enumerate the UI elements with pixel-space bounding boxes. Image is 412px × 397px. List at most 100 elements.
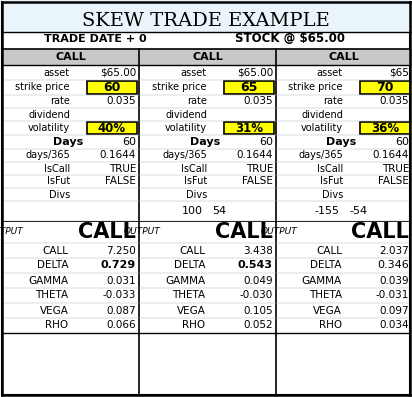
Text: CALL: CALL	[78, 222, 136, 242]
Text: 0.543: 0.543	[238, 260, 273, 270]
Text: 0.097: 0.097	[379, 306, 409, 316]
Text: 0.1644: 0.1644	[100, 150, 136, 160]
Text: rate: rate	[50, 96, 70, 106]
Text: strike price: strike price	[16, 83, 70, 93]
Text: 54: 54	[213, 206, 227, 216]
Text: days/365: days/365	[298, 150, 343, 160]
Bar	[87, 122, 137, 134]
Text: FALSE: FALSE	[378, 177, 409, 187]
Text: CALL: CALL	[351, 222, 409, 242]
Text: Days: Days	[326, 137, 356, 147]
Text: OUTPUT: OUTPUT	[260, 227, 297, 237]
Text: rate: rate	[323, 96, 343, 106]
Text: IsCall: IsCall	[44, 164, 70, 173]
Text: 60: 60	[395, 137, 409, 147]
Text: 0.052: 0.052	[243, 320, 273, 330]
Text: VEGA: VEGA	[177, 306, 206, 316]
Text: RHO: RHO	[45, 320, 68, 330]
Text: GAMMA: GAMMA	[165, 276, 206, 285]
Text: IsCall: IsCall	[317, 164, 343, 173]
Text: CALL: CALL	[42, 245, 68, 256]
Text: 0.039: 0.039	[379, 276, 409, 285]
Text: VEGA: VEGA	[313, 306, 342, 316]
Text: asset: asset	[317, 67, 343, 77]
Bar	[2, 0, 410, 32]
Text: dividend: dividend	[301, 110, 343, 119]
Text: 0.031: 0.031	[106, 276, 136, 285]
Bar	[139, 49, 276, 65]
Text: DELTA: DELTA	[37, 260, 68, 270]
Text: -0.033: -0.033	[103, 291, 136, 301]
Text: 36%: 36%	[371, 121, 399, 135]
Text: OUTPUT: OUTPUT	[0, 227, 23, 237]
Text: volatility: volatility	[165, 123, 207, 133]
Text: STOCK @ $65.00: STOCK @ $65.00	[235, 33, 345, 46]
Text: IsFut: IsFut	[320, 177, 343, 187]
Text: 0.035: 0.035	[243, 96, 273, 106]
Text: THETA: THETA	[172, 291, 206, 301]
Text: 0.066: 0.066	[106, 320, 136, 330]
Text: OUTPUT: OUTPUT	[123, 227, 160, 237]
Bar	[2, 49, 139, 65]
Text: 31%: 31%	[235, 121, 263, 135]
Bar	[360, 81, 410, 94]
Text: 65: 65	[240, 81, 258, 94]
Text: 0.035: 0.035	[379, 96, 409, 106]
Text: 2.037: 2.037	[379, 245, 409, 256]
Text: IsCall: IsCall	[181, 164, 207, 173]
Text: CALL: CALL	[192, 52, 223, 62]
Text: CALL: CALL	[55, 52, 86, 62]
Text: Divs: Divs	[49, 189, 70, 200]
Text: IsFut: IsFut	[47, 177, 70, 187]
Text: 60: 60	[259, 137, 273, 147]
Text: 0.035: 0.035	[106, 96, 136, 106]
Text: 0.034: 0.034	[379, 320, 409, 330]
Text: GAMMA: GAMMA	[28, 276, 68, 285]
Text: CALL: CALL	[215, 222, 273, 242]
Bar	[87, 81, 137, 94]
Text: Days: Days	[53, 137, 83, 147]
Text: -0.031: -0.031	[376, 291, 409, 301]
Text: days/365: days/365	[25, 150, 70, 160]
Text: -155: -155	[314, 206, 339, 216]
Text: RHO: RHO	[183, 320, 206, 330]
Text: TRADE DATE + 0: TRADE DATE + 0	[44, 34, 146, 44]
Text: 3.438: 3.438	[243, 245, 273, 256]
Text: TRUE: TRUE	[109, 164, 136, 173]
Text: strike price: strike price	[288, 83, 343, 93]
Text: 60: 60	[103, 81, 121, 94]
Text: strike price: strike price	[152, 83, 207, 93]
Text: rate: rate	[187, 96, 207, 106]
Text: $65.00: $65.00	[100, 67, 136, 77]
Text: days/365: days/365	[162, 150, 207, 160]
Text: 40%: 40%	[98, 121, 126, 135]
Bar	[224, 81, 274, 94]
Text: Days: Days	[190, 137, 220, 147]
Text: $65: $65	[389, 67, 409, 77]
Bar	[360, 122, 410, 134]
Text: CALL: CALL	[329, 52, 359, 62]
Text: SKEW TRADE EXAMPLE: SKEW TRADE EXAMPLE	[82, 12, 330, 30]
Text: 0.1644: 0.1644	[236, 150, 273, 160]
Text: asset: asset	[44, 67, 70, 77]
Text: IsFut: IsFut	[184, 177, 207, 187]
Text: asset: asset	[181, 67, 207, 77]
Text: DELTA: DELTA	[311, 260, 342, 270]
Text: 100: 100	[182, 206, 203, 216]
Text: dividend: dividend	[28, 110, 70, 119]
Text: TRUE: TRUE	[382, 164, 409, 173]
Text: THETA: THETA	[35, 291, 68, 301]
Text: RHO: RHO	[319, 320, 342, 330]
Text: FALSE: FALSE	[105, 177, 136, 187]
Bar	[276, 49, 412, 65]
Text: 0.346: 0.346	[377, 260, 409, 270]
Text: FALSE: FALSE	[242, 177, 273, 187]
Text: DELTA: DELTA	[174, 260, 206, 270]
Text: volatility: volatility	[301, 123, 343, 133]
Text: VEGA: VEGA	[40, 306, 68, 316]
Text: GAMMA: GAMMA	[302, 276, 342, 285]
Text: 0.087: 0.087	[106, 306, 136, 316]
Text: 0.049: 0.049	[243, 276, 273, 285]
Text: CALL: CALL	[316, 245, 342, 256]
Text: Divs: Divs	[186, 189, 207, 200]
